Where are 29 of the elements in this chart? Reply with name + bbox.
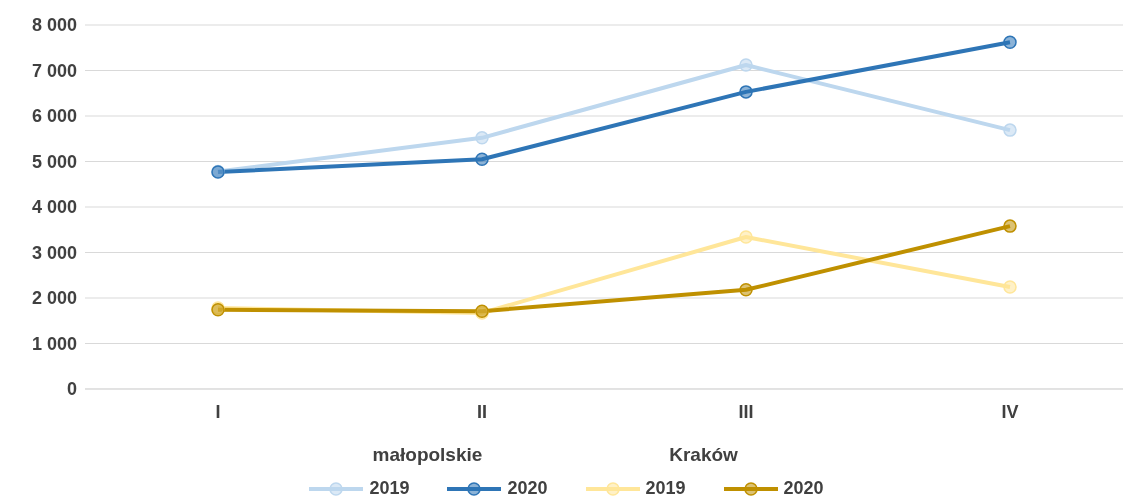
y-tick-label: 7 000 (31, 60, 77, 81)
y-tick-label: 2 000 (31, 288, 77, 309)
text: Kraków (669, 444, 738, 466)
y-tick-label: 8 000 (31, 15, 77, 36)
x-tick-label: III (738, 401, 754, 422)
x-tick-label: II (476, 401, 488, 422)
y-tick-label: 4 000 (31, 197, 77, 218)
point (475, 131, 489, 145)
point (739, 283, 753, 297)
legend-label: 2020 (507, 478, 548, 499)
x-tick-label: I (215, 401, 221, 422)
point (475, 152, 489, 166)
text: małopolskie (372, 444, 483, 466)
y-tick-label: 1 000 (31, 333, 77, 354)
legend-label: 2020 (783, 478, 824, 499)
point (1003, 219, 1017, 233)
point (1003, 123, 1017, 137)
y-tick-label: 5 000 (31, 151, 77, 172)
y-tick-label: 0 (66, 379, 77, 400)
y-tick-label: 3 000 (31, 242, 77, 263)
point (739, 58, 753, 72)
legend-label: 2019 (645, 478, 686, 499)
x-tick-label: IV (1001, 401, 1019, 422)
point (1003, 35, 1017, 50)
point (1003, 280, 1017, 294)
y-tick-label: 6 000 (31, 106, 77, 127)
legend-label: 2019 (369, 478, 410, 499)
point (739, 85, 753, 99)
point (739, 230, 753, 244)
